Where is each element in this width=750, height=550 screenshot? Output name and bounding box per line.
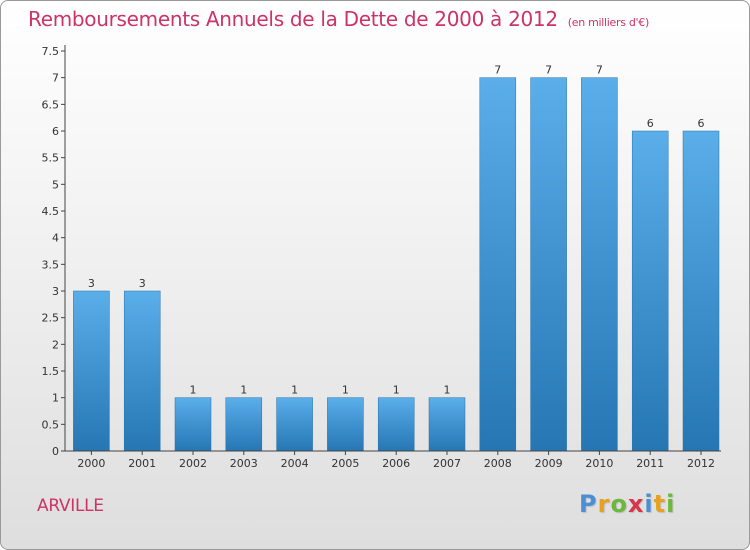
x-tick-label: 2009	[535, 457, 563, 470]
bar	[428, 397, 466, 452]
x-tick-label: 2011	[636, 457, 664, 470]
chart-title-text: Remboursements Annuels de la Dette de 20…	[28, 7, 558, 31]
x-tick-label: 2000	[77, 457, 105, 470]
y-tick-label: 1	[52, 392, 59, 405]
x-tick-label: 2005	[331, 457, 359, 470]
bar	[276, 397, 313, 452]
bar-data-label: 1	[444, 384, 451, 397]
commune-name: ARVILLE	[37, 496, 104, 516]
x-tick-label: 2002	[179, 457, 207, 470]
y-tick-label: 4.5	[42, 205, 60, 218]
y-tick-label: 6	[52, 125, 59, 138]
y-tick-label: 2.5	[42, 312, 60, 325]
x-tick-label: 2007	[433, 457, 461, 470]
bar-data-label: 7	[545, 64, 552, 77]
bar-data-label: 7	[596, 64, 603, 77]
y-tick-label: 0.5	[42, 418, 60, 431]
chart-title: Remboursements Annuels de la Dette de 20…	[28, 7, 649, 31]
proxiti-logo: Proxiti	[579, 490, 676, 518]
bar	[377, 397, 415, 452]
bar-data-label: 1	[342, 384, 349, 397]
y-tick-label: 5.5	[42, 152, 60, 165]
bar	[73, 290, 110, 452]
bar	[479, 77, 517, 452]
x-tick-label: 2010	[585, 457, 613, 470]
y-tick-label: 7	[52, 72, 59, 85]
bars: 3 3 1 1 1 1 1 1 7 7 7 6 6	[73, 64, 720, 452]
bar-data-label: 1	[393, 384, 400, 397]
y-tick-label: 0	[52, 445, 59, 458]
x-tick-label: 2001	[128, 457, 156, 470]
x-tick-label: 2008	[484, 457, 512, 470]
bar	[631, 130, 669, 452]
x-tick-label: 2012	[687, 457, 715, 470]
bar	[682, 130, 720, 452]
y-tick-label: 2	[52, 338, 59, 351]
bar	[123, 290, 161, 452]
bar	[225, 397, 263, 452]
x-axis: 2000 2001 2002 2003 2004 2005 2006 2007 2008 2009…	[65, 450, 721, 470]
bar	[530, 77, 567, 452]
y-axis: 0 0.5 1 1.5 2 2.5 3 3.5 4 4.5 5 5.5 6 6.5 7 7.5	[42, 45, 66, 458]
x-tick-label: 2003	[230, 457, 258, 470]
bar-data-label: 1	[291, 384, 298, 397]
bar-data-label: 1	[190, 384, 197, 397]
y-tick-label: 1.5	[42, 365, 60, 378]
bar-data-label: 1	[240, 384, 247, 397]
y-tick-label: 7.5	[42, 45, 60, 58]
bar	[174, 397, 212, 452]
y-tick-label: 5	[52, 178, 59, 191]
bar-data-label: 7	[494, 64, 501, 77]
bar-data-label: 6	[647, 117, 654, 130]
chart-unit: (en milliers d'€)	[567, 16, 649, 29]
x-tick-label: 2004	[281, 457, 309, 470]
x-tick-label: 2006	[382, 457, 410, 470]
bar-data-label: 3	[139, 277, 146, 290]
bar-data-label: 3	[88, 277, 95, 290]
y-tick-label: 3	[52, 285, 59, 298]
y-tick-label: 3.5	[42, 258, 60, 271]
y-tick-label: 6.5	[42, 98, 60, 111]
bar	[327, 397, 364, 452]
bar	[581, 77, 618, 452]
y-tick-label: 4	[52, 232, 59, 245]
bar-data-label: 6	[698, 117, 705, 130]
